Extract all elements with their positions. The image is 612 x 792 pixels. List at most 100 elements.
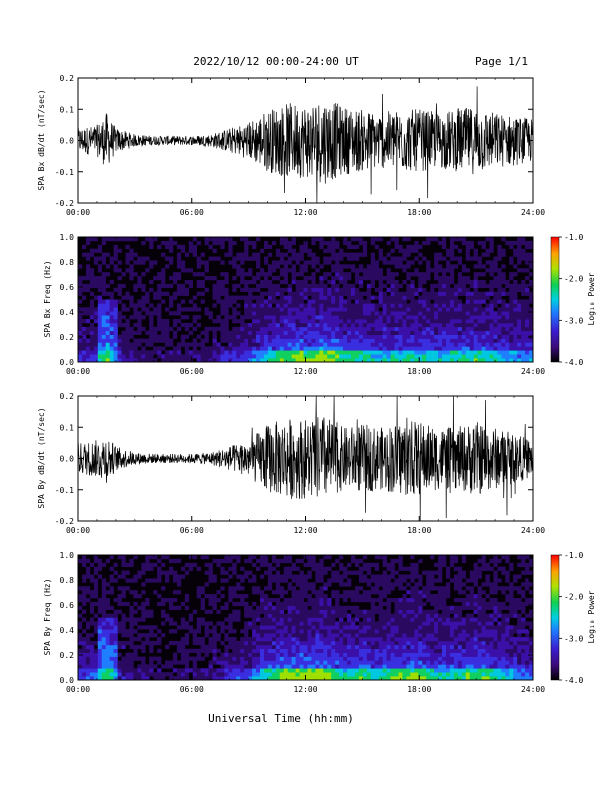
spectrogram-cell [343, 570, 348, 575]
spectrogram-cell [271, 637, 277, 642]
spectrogram-cell [176, 303, 182, 308]
spectrogram-cell [161, 330, 166, 335]
spectrogram-cell [267, 287, 273, 292]
x-tick-label: 00:00 [66, 208, 90, 217]
spectrogram-cell [406, 609, 411, 614]
spectrogram-cell [362, 629, 368, 634]
spectrogram-cell [414, 590, 419, 595]
spectrogram-cell [279, 594, 285, 599]
y-tick-label: 1.0 [60, 233, 75, 242]
spectrogram-cell [200, 597, 205, 603]
spectrogram-cell [165, 350, 170, 355]
spectrogram-cell [275, 342, 281, 347]
spectrogram-cell [354, 354, 360, 359]
spectrogram-cell [81, 668, 87, 673]
spectrogram-cell [97, 287, 103, 292]
spectrogram-cell [141, 672, 146, 677]
spectrogram-cell [291, 299, 296, 304]
spectrogram-cell [137, 574, 142, 579]
spectrogram-cell [323, 601, 328, 607]
spectrogram-cell [477, 272, 482, 277]
spectrogram-cell [101, 307, 106, 312]
spectrogram-cell [362, 656, 368, 661]
spectrogram-cell [509, 334, 514, 339]
spectrogram-cell [267, 574, 273, 579]
spectrogram-cell [374, 562, 379, 568]
spectrogram-cell [97, 672, 103, 677]
spectrogram-cell [161, 562, 166, 568]
spectrogram-cell [97, 644, 103, 650]
spectrogram-cell [461, 268, 467, 273]
spectrogram-cell [485, 291, 490, 296]
spectrogram-cell [113, 629, 118, 634]
spectrogram-cell [453, 303, 459, 308]
spectrogram-cell [256, 656, 261, 661]
spectrogram-cell [260, 633, 265, 638]
spectrogram-cell [97, 562, 103, 568]
spectrogram-cell [335, 330, 340, 335]
spectrogram-cell [275, 307, 281, 312]
spectrogram-cell [295, 637, 300, 642]
spectrogram-cell [465, 346, 470, 351]
spectrogram-cell [339, 295, 344, 300]
spectrogram-cell [248, 322, 253, 328]
spectrogram-cell [256, 326, 261, 332]
spectrogram-cell [414, 597, 419, 603]
spectrogram-cell [141, 283, 146, 289]
spectrogram-cell [267, 299, 273, 304]
spectrogram-cell [263, 633, 269, 638]
spectrogram-cell [200, 640, 205, 646]
spectrogram-cell [232, 555, 237, 560]
spectrogram-cell [457, 334, 463, 339]
spectrogram-cell [418, 652, 423, 657]
spectrogram-cell [323, 354, 328, 359]
spectrogram-cell [481, 240, 486, 246]
spectrogram-cell [382, 617, 387, 622]
spectrogram-cell [430, 621, 435, 626]
spectrogram-cell [161, 279, 166, 285]
spectrogram-cell [224, 272, 229, 277]
spectrogram-cell [335, 676, 340, 681]
spectrogram-cell [275, 590, 281, 595]
spectrogram-cell [93, 311, 99, 316]
spectrogram-cell [93, 256, 99, 261]
spectrogram-cell [426, 637, 431, 642]
spectrogram-cell [469, 291, 474, 296]
spectrogram-cell [216, 597, 221, 603]
spectrogram-cell [347, 295, 352, 300]
spectrogram-cell [335, 660, 340, 665]
spectrogram-cell [370, 625, 376, 630]
spectrogram-cell [354, 315, 360, 320]
spectrogram-cell [295, 578, 300, 583]
spectrogram-cell [220, 350, 225, 355]
spectrogram-cell [161, 291, 166, 296]
spectrogram-cell [351, 621, 356, 626]
spectrogram-cell [358, 613, 364, 618]
spectrogram-cell [236, 283, 241, 289]
spectrogram-cell [386, 330, 391, 335]
spectrogram-cell [133, 322, 138, 328]
spectrogram-cell [430, 640, 435, 646]
spectrogram-cell [121, 330, 126, 335]
spectrogram-cell [271, 660, 277, 665]
spectrogram-cell [398, 330, 403, 335]
spectrogram-cell [93, 358, 99, 363]
spectrogram-cell [469, 354, 474, 359]
spectrogram-cell [224, 676, 229, 681]
spectrogram-cell [505, 326, 510, 332]
spectrogram-cell [121, 283, 126, 289]
spectrogram-cell [529, 244, 534, 250]
spectrogram-cell [113, 342, 118, 347]
spectrogram-cell [224, 299, 229, 304]
spectrogram-cell [358, 648, 364, 653]
spectrogram-cell [212, 248, 217, 253]
spectrogram-cell [271, 240, 277, 246]
spectrogram-cell [299, 256, 304, 261]
spectrogram-cell [477, 350, 482, 355]
spectrogram-cell [319, 656, 324, 661]
spectrogram-cell [97, 358, 103, 363]
spectrogram-cell [228, 656, 233, 661]
spectrogram-cell [184, 597, 190, 603]
spectrogram-cell [493, 315, 498, 320]
spectrogram-cell [410, 295, 415, 300]
